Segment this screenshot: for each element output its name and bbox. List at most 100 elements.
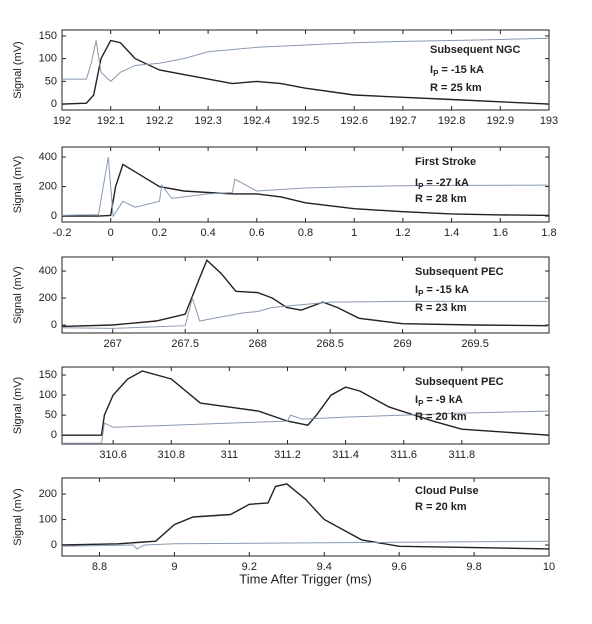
x-tick-label: 192.1 — [97, 115, 125, 127]
y-axis-label: Signal (mV) — [12, 266, 24, 323]
annotation-subscript: P — [418, 399, 424, 408]
y-tick-label: 0 — [51, 98, 57, 110]
plot-frame — [61, 477, 550, 557]
x-tick-label: 0.8 — [298, 227, 313, 239]
signal-line — [62, 410, 550, 444]
annotation: Subsequent NGC — [430, 44, 521, 56]
y-tick-label: 100 — [39, 53, 57, 65]
annotation-symbol: I — [415, 394, 418, 406]
x-tick-label: 192 — [53, 115, 71, 127]
signal-line — [61, 156, 550, 218]
annotation-symbol: I — [430, 64, 433, 76]
x-tick-label: 267.5 — [171, 338, 199, 350]
y-tick-label: 200 — [39, 488, 57, 500]
x-tick-label: 1.8 — [541, 227, 556, 239]
annotation: IP = -9 kA — [415, 394, 463, 408]
annotation: IP = -15 kA — [430, 64, 484, 78]
annotation: R = 25 km — [430, 82, 482, 94]
signal-line — [62, 163, 550, 217]
annotation: IP = -27 kA — [415, 177, 469, 191]
signal-line — [61, 258, 548, 328]
x-tick-label: 192.7 — [389, 115, 417, 127]
y-tick-label: 150 — [39, 369, 57, 381]
x-tick-label: 8.8 — [92, 561, 107, 573]
x-tick-label: 0.2 — [152, 227, 167, 239]
y-axis-label: Signal (mV) — [12, 377, 24, 434]
annotation: Subsequent PEC — [415, 266, 504, 278]
x-tick-label: 9.6 — [392, 561, 407, 573]
x-tick-label: 9 — [171, 561, 177, 573]
annotation: R = 20 km — [415, 411, 467, 423]
y-axis-label: Signal (mV) — [12, 41, 24, 98]
x-tick-label: 310.6 — [99, 449, 127, 461]
signal-line — [61, 296, 548, 329]
x-tick-label: 311 — [221, 449, 239, 461]
signal-line — [62, 37, 550, 83]
y-tick-label: 0 — [51, 429, 57, 441]
annotation: IP = -15 kA — [415, 284, 469, 298]
y-tick-label: 400 — [39, 265, 57, 277]
y-tick-label: 50 — [45, 409, 57, 421]
x-tick-label: 311.2 — [274, 449, 301, 461]
annotation: R = 20 km — [415, 501, 467, 513]
x-tick-label: 9.4 — [317, 561, 332, 573]
y-axis-label: Signal (mV) — [12, 156, 24, 213]
x-tick-label: 310.8 — [157, 449, 185, 461]
annotation: R = 28 km — [415, 193, 467, 205]
x-tick-label: 1.6 — [493, 227, 508, 239]
x-tick-label: 311.8 — [448, 449, 475, 461]
x-tick-label: 311.4 — [332, 449, 359, 461]
x-tick-label: 269 — [393, 338, 411, 350]
x-tick-label: 268.5 — [316, 338, 344, 350]
x-tick-label: 192.8 — [438, 115, 466, 127]
annotation-text: = -15 kA — [441, 64, 484, 76]
x-tick-label: 192.2 — [146, 115, 174, 127]
y-tick-label: 150 — [39, 30, 57, 42]
annotation-text: = -9 kA — [426, 394, 462, 406]
annotation: First Stroke — [415, 156, 476, 168]
x-axis-label: Time After Trigger (ms) — [239, 571, 371, 586]
annotation-subscript: P — [418, 289, 424, 298]
y-tick-label: 200 — [39, 180, 57, 192]
signal-line — [62, 370, 550, 436]
x-tick-label: 9.8 — [466, 561, 481, 573]
annotation-symbol: I — [415, 177, 418, 189]
plot-frame — [61, 366, 550, 445]
y-tick-label: 50 — [45, 75, 57, 87]
signal-line — [61, 540, 550, 550]
annotation: Cloud Pulse — [415, 485, 479, 497]
y-axis-label: Signal (mV) — [12, 488, 24, 545]
y-tick-label: 0 — [51, 210, 57, 222]
x-tick-label: 267 — [104, 338, 122, 350]
plot-frame — [61, 256, 550, 334]
x-tick-label: 192.5 — [292, 115, 320, 127]
y-tick-label: 0 — [51, 539, 57, 551]
x-tick-label: 0.6 — [249, 227, 264, 239]
x-tick-label: 311.6 — [390, 449, 417, 461]
annotation-subscript: P — [418, 182, 424, 191]
x-tick-label: 1.4 — [444, 227, 459, 239]
x-tick-label: 1 — [351, 227, 357, 239]
annotation-text: = -15 kA — [426, 284, 469, 296]
x-tick-label: 9.2 — [242, 561, 257, 573]
annotation: Subsequent PEC — [415, 376, 504, 388]
x-tick-label: 268 — [248, 338, 266, 350]
x-tick-label: 192.6 — [340, 115, 368, 127]
annotation-text: = -27 kA — [426, 177, 469, 189]
x-tick-label: 1.2 — [395, 227, 410, 239]
x-tick-label: 193 — [540, 115, 558, 127]
x-tick-label: 0 — [108, 227, 114, 239]
x-tick-label: 192.4 — [243, 115, 271, 127]
y-tick-label: 100 — [39, 513, 57, 525]
x-tick-label: 192.9 — [487, 115, 515, 127]
annotation: R = 23 km — [415, 302, 467, 314]
x-tick-label: -0.2 — [53, 227, 72, 239]
annotation-symbol: I — [415, 284, 418, 296]
y-tick-label: 200 — [39, 292, 57, 304]
x-tick-label: 192.3 — [194, 115, 222, 127]
x-tick-label: 10 — [543, 561, 555, 573]
y-tick-label: 400 — [39, 151, 57, 163]
x-tick-label: 269.5 — [461, 338, 489, 350]
y-tick-label: 0 — [51, 319, 57, 331]
